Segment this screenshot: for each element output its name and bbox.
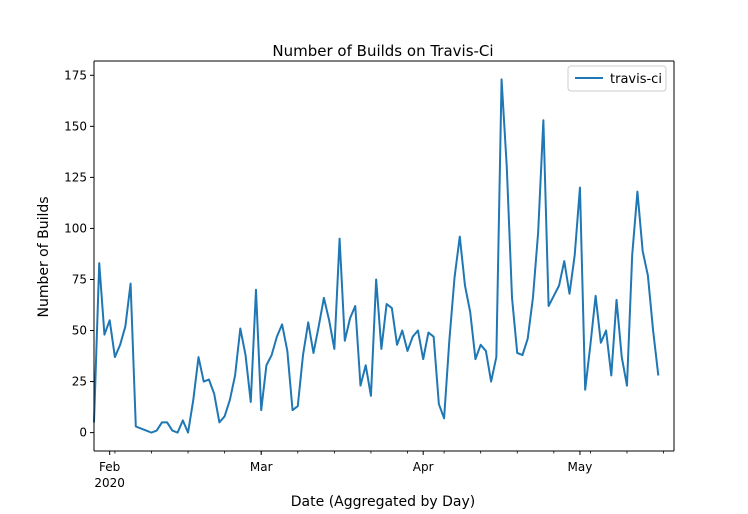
x-tick-label: Apr (413, 460, 434, 474)
x-tick-label: Feb (99, 460, 120, 474)
x-axis-label: Date (Aggregated by Day) (291, 494, 475, 510)
y-tick-label: 0 (79, 426, 87, 440)
y-tick-label: 175 (64, 68, 87, 82)
chart-title: Number of Builds on Travis-Ci (272, 42, 493, 60)
y-tick-label: 100 (64, 221, 87, 235)
x-tick-label: Mar (250, 460, 273, 474)
y-tick-label: 150 (64, 119, 87, 133)
legend: travis-ci (567, 65, 667, 92)
legend-label-travis-ci: travis-ci (610, 72, 662, 87)
y-tick-label: 50 (72, 324, 87, 338)
y-tick-label: 25 (72, 375, 87, 389)
y-axis: 0 25 50 75 100 125 150 175 (64, 68, 94, 440)
y-tick-label: 125 (64, 170, 87, 184)
x-tick-label: May (568, 460, 593, 474)
x-axis: Feb 2020 Mar Apr May (94, 451, 664, 490)
x-tick-sublabel: 2020 (94, 476, 125, 490)
y-axis-label: Number of Builds (36, 196, 52, 317)
y-tick-label: 75 (72, 272, 87, 286)
legend-box (567, 65, 667, 92)
